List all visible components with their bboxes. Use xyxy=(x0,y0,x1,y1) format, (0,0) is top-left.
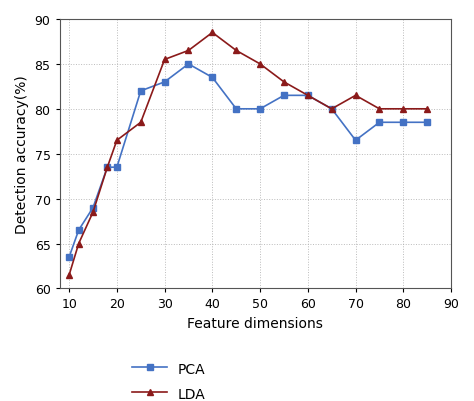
LDA xyxy=(424,107,430,112)
LDA xyxy=(329,107,335,112)
PCA xyxy=(424,121,430,126)
LDA xyxy=(353,94,358,99)
Line: LDA: LDA xyxy=(66,30,431,279)
LDA xyxy=(257,62,263,67)
LDA xyxy=(104,165,110,170)
PCA xyxy=(401,121,406,126)
PCA xyxy=(76,228,82,233)
LDA xyxy=(377,107,383,112)
LDA xyxy=(210,31,215,36)
PCA xyxy=(186,62,191,67)
LDA xyxy=(66,273,72,277)
LDA xyxy=(114,138,120,143)
PCA xyxy=(233,107,239,112)
LDA xyxy=(186,49,191,54)
LDA xyxy=(76,241,82,246)
PCA xyxy=(353,138,358,143)
LDA xyxy=(162,58,167,63)
X-axis label: Feature dimensions: Feature dimensions xyxy=(187,316,323,330)
Legend: PCA, LDA: PCA, LDA xyxy=(125,355,213,401)
PCA xyxy=(138,89,144,94)
PCA xyxy=(305,94,310,99)
PCA xyxy=(104,165,110,170)
LDA xyxy=(281,80,287,85)
PCA xyxy=(329,107,335,112)
LDA xyxy=(138,121,144,126)
LDA xyxy=(305,94,310,99)
PCA xyxy=(90,206,96,211)
LDA xyxy=(233,49,239,54)
PCA xyxy=(210,76,215,81)
Line: PCA: PCA xyxy=(66,61,431,261)
LDA xyxy=(401,107,406,112)
Y-axis label: Detection accuracy(%): Detection accuracy(%) xyxy=(15,75,29,233)
LDA xyxy=(90,210,96,215)
PCA xyxy=(66,255,72,260)
PCA xyxy=(114,165,120,170)
PCA xyxy=(377,121,383,126)
PCA xyxy=(281,94,287,99)
PCA xyxy=(257,107,263,112)
PCA xyxy=(162,80,167,85)
